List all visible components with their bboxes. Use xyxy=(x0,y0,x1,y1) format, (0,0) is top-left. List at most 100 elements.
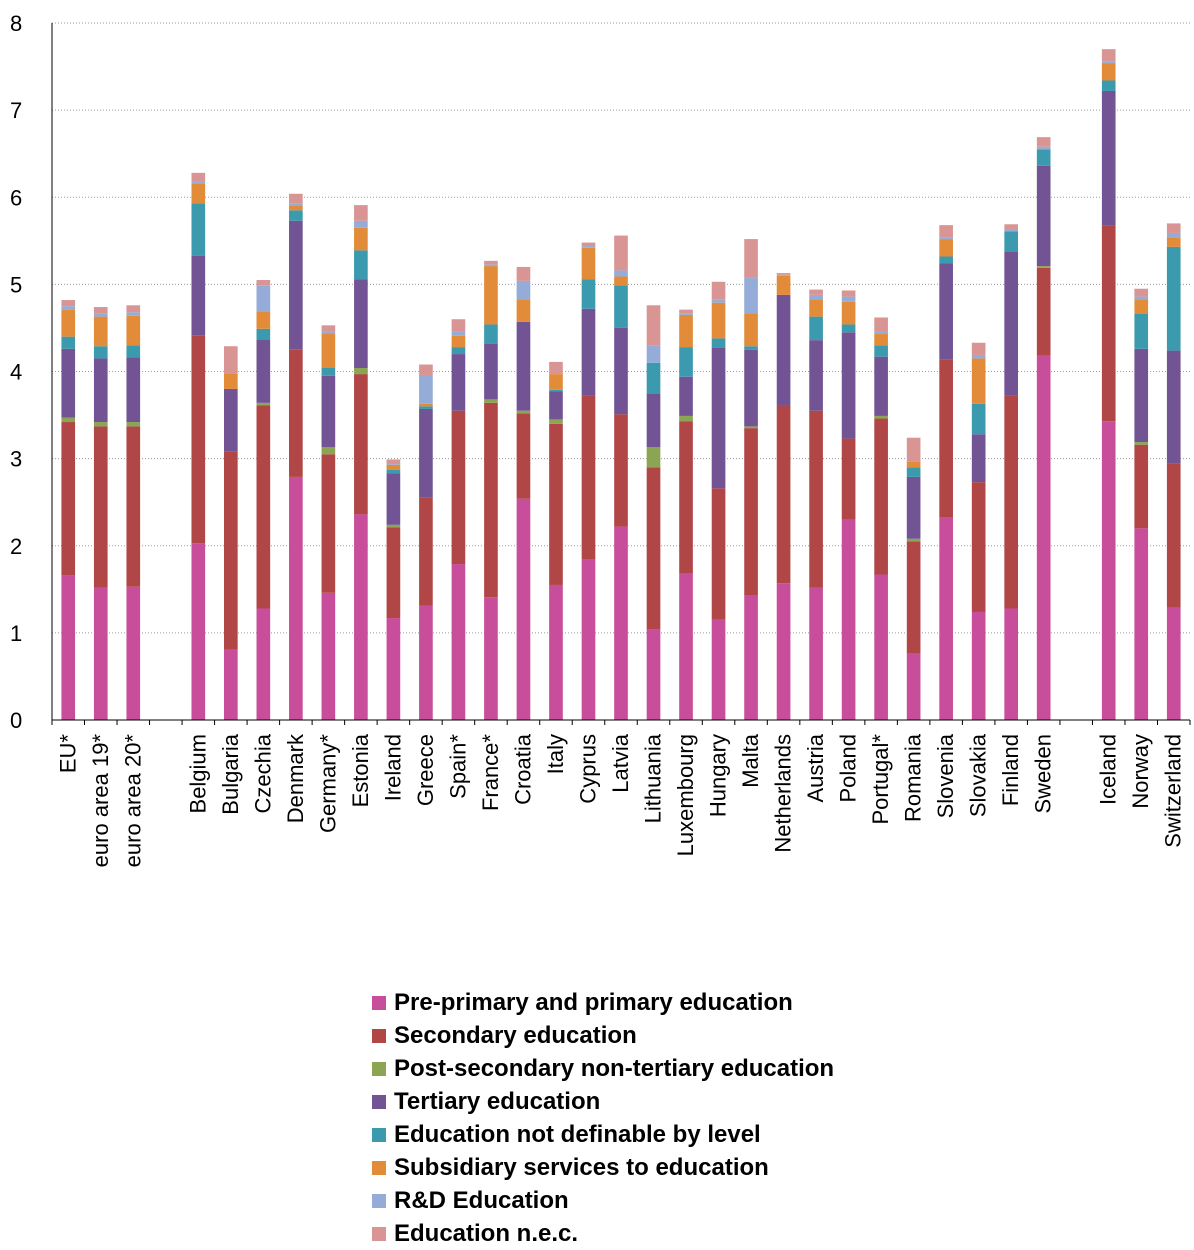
bar-segment xyxy=(1166,232,1181,238)
bar-segment xyxy=(289,210,303,221)
bar-segment xyxy=(646,467,661,630)
y-tick-label: 7 xyxy=(10,98,22,123)
bar-segment xyxy=(1036,165,1051,267)
bar-segment xyxy=(841,290,856,297)
bar-segment xyxy=(419,408,433,498)
bar-segment xyxy=(1004,251,1018,396)
bar-segment xyxy=(61,300,76,307)
bar-segment xyxy=(354,374,368,515)
bar-segment xyxy=(354,220,368,228)
bar-segment xyxy=(224,649,238,720)
bar-segment xyxy=(1134,442,1149,445)
bar-segment xyxy=(354,279,368,369)
bar-segment xyxy=(711,338,726,348)
bar-segment xyxy=(1101,49,1116,62)
y-tick-label: 3 xyxy=(10,447,22,472)
x-tick-label: EU* xyxy=(55,734,80,774)
bar-segment xyxy=(711,302,726,339)
bar-segment xyxy=(1036,266,1051,268)
bar-segment xyxy=(1134,528,1149,720)
bar-segment xyxy=(744,313,758,347)
bar-segment xyxy=(939,225,953,238)
bar-segment xyxy=(256,280,271,286)
bar-segment xyxy=(386,618,401,720)
bar-segment xyxy=(484,597,498,720)
x-tick-label: Hungary xyxy=(706,734,731,817)
y-tick-label: 0 xyxy=(10,708,22,733)
bar-segment xyxy=(419,364,433,375)
bar-segment xyxy=(939,516,953,720)
bar-segment xyxy=(126,312,141,316)
bar-segment xyxy=(256,311,271,329)
bar-segment xyxy=(971,482,986,612)
bar-segment xyxy=(484,402,498,598)
y-tick-label: 4 xyxy=(10,360,22,385)
x-tick-label: Finland xyxy=(998,734,1023,806)
bar-segment xyxy=(1101,90,1116,226)
bar-segment xyxy=(581,279,596,309)
legend-item: Post-secondary non-tertiary education xyxy=(372,1052,834,1085)
bar-segment xyxy=(93,346,108,359)
bar-segment xyxy=(614,327,628,415)
bar-segment xyxy=(679,313,693,315)
x-tick-label: Slovenia xyxy=(933,733,958,818)
bar-segment xyxy=(1101,63,1116,81)
bar-segment xyxy=(549,391,563,420)
bar-segment xyxy=(971,342,986,355)
bar-segment xyxy=(744,346,758,350)
bar-segment xyxy=(484,399,498,403)
x-tick-label: Cyprus xyxy=(575,734,600,804)
bar-segment xyxy=(679,347,693,377)
bar-segment xyxy=(776,273,791,275)
bar-segment xyxy=(1166,246,1181,351)
bar-segment xyxy=(289,476,303,720)
bar-segment xyxy=(419,374,433,404)
bar-segment xyxy=(809,587,823,720)
bar-segment xyxy=(516,413,531,499)
tick-labels: 0 1 2 3 4 5 6 7 8 EU* euro area 19* euro area 20* Be… xyxy=(10,11,1186,867)
bar-segment xyxy=(484,260,498,265)
y-tick-label: 6 xyxy=(10,185,22,210)
bar-segment xyxy=(484,266,498,325)
bar-segment xyxy=(484,343,498,400)
bar-segment xyxy=(1036,355,1051,720)
bar-segment xyxy=(451,564,466,720)
x-tick-label: Germany* xyxy=(315,734,340,833)
bar-segment xyxy=(321,333,336,369)
stacked-bar-chart: 0 1 2 3 4 5 6 7 8 EU* euro area 19* euro area 20* Be… xyxy=(10,11,1191,867)
bar-segment xyxy=(906,541,921,654)
bar-segment xyxy=(93,587,108,720)
legend-swatch xyxy=(372,1160,386,1175)
x-tick-label: Slovakia xyxy=(966,733,991,817)
bar-segment xyxy=(354,514,368,720)
bar-segment xyxy=(744,595,758,720)
legend-swatch xyxy=(372,995,386,1010)
legend-swatch xyxy=(372,1127,386,1142)
legend-swatch xyxy=(372,1094,386,1109)
bar-segment xyxy=(93,358,108,423)
bar-segment xyxy=(1166,350,1181,464)
bar-segment xyxy=(419,406,433,409)
legend-label: Subsidiary services to education xyxy=(394,1153,769,1181)
bar-segment xyxy=(451,335,466,348)
bar-segment xyxy=(1134,299,1149,314)
x-tick-label: Poland xyxy=(836,734,861,803)
x-tick-label: Ireland xyxy=(380,734,405,801)
legend-item: Secondary education xyxy=(372,1019,834,1052)
bar-segment xyxy=(906,653,921,720)
bar-segment xyxy=(1134,288,1149,297)
bar-segment xyxy=(1101,421,1116,720)
bar-segment xyxy=(939,237,953,240)
bar-segment xyxy=(1036,146,1051,150)
bar-segment xyxy=(191,183,206,204)
bar-segment xyxy=(256,608,271,720)
bar-segment xyxy=(906,467,921,477)
bar-segment xyxy=(354,205,368,221)
bar-segment xyxy=(386,469,401,474)
bar-segment xyxy=(874,334,888,346)
bar-segment xyxy=(386,527,401,619)
bar-segment xyxy=(256,285,271,312)
bar-segment xyxy=(874,418,888,575)
bar-segment xyxy=(1004,229,1018,232)
bar-segment xyxy=(711,347,726,489)
